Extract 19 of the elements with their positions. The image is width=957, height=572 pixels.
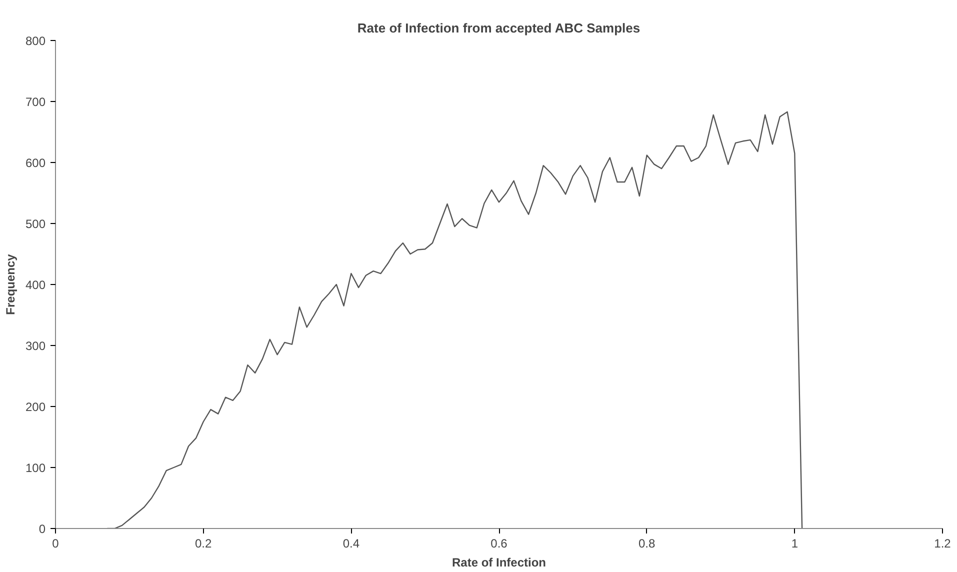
x-tick-label: 0.4 — [342, 536, 360, 550]
x-tick-label: 1 — [791, 536, 798, 550]
y-tick-label: 800 — [25, 34, 46, 48]
y-tick-label: 700 — [25, 95, 46, 109]
x-tick-label: 1.2 — [934, 536, 952, 550]
x-tick-label: 0 — [52, 536, 60, 550]
y-axis-title: Frequency — [3, 254, 18, 315]
y-tick-label: 400 — [25, 278, 46, 292]
y-tick-label: 100 — [25, 461, 46, 475]
x-axis-title: Rate of Infection — [452, 556, 546, 570]
x-tick-label: 0.6 — [490, 536, 508, 550]
chart-title: Rate of Infection from accepted ABC Samples — [357, 20, 640, 36]
x-tick-label: 0.8 — [638, 536, 656, 550]
y-tick-label: 500 — [25, 217, 46, 231]
y-tick-label: 300 — [25, 339, 46, 353]
y-tick-label: 200 — [25, 400, 46, 414]
y-tick-label: 0 — [38, 522, 46, 536]
y-tick-label: 600 — [25, 156, 46, 170]
x-tick-label: 0.2 — [194, 536, 212, 550]
